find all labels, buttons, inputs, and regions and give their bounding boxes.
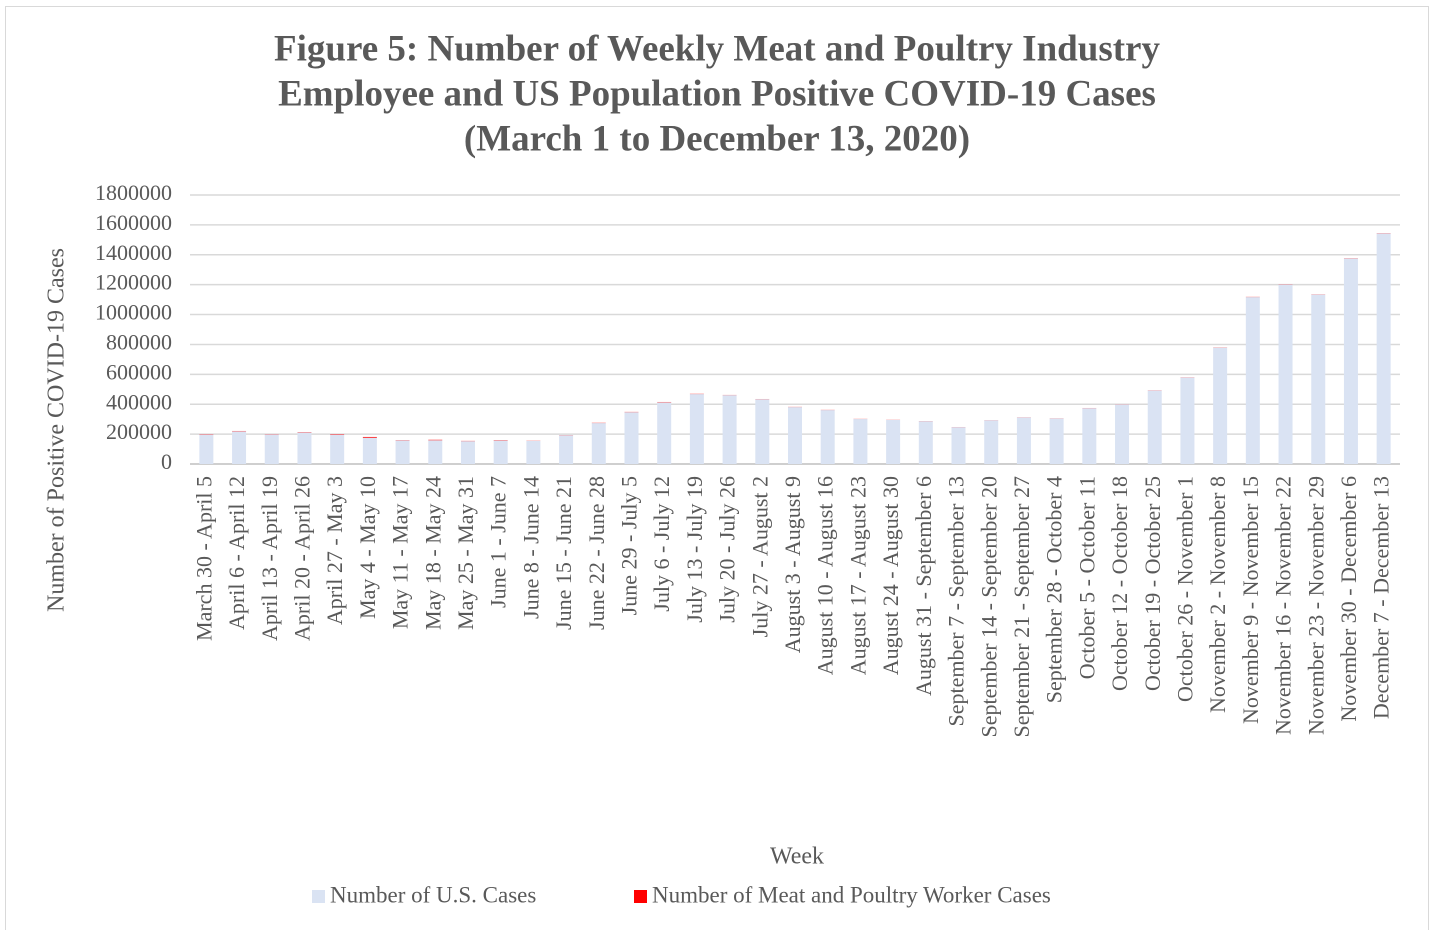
legend-label: Number of Meat and Poultry Worker Cases — [652, 882, 1051, 907]
x-tick-label: June 22 - June 28 — [584, 476, 609, 630]
bar-segment — [984, 420, 999, 464]
bar-segment — [722, 395, 737, 464]
bar-segment — [853, 419, 868, 464]
bar-segment — [1245, 297, 1260, 464]
x-tick-label: August 3 - August 9 — [780, 476, 805, 653]
x-tick-label: September 7 - September 13 — [944, 476, 969, 727]
x-tick-label: April 20 - April 26 — [290, 476, 315, 641]
x-tick-label: May 4 - May 10 — [355, 476, 380, 619]
y-tick-label: 200000 — [106, 419, 172, 444]
bar-segment — [460, 441, 475, 464]
chart-title: (March 1 to December 13, 2020) — [464, 118, 970, 159]
x-tick-label: September 28 - October 4 — [1042, 476, 1067, 703]
x-tick-label: December 7 - December 13 — [1369, 476, 1394, 719]
x-tick-label: June 1 - June 7 — [486, 476, 511, 608]
bar-segment — [1278, 284, 1293, 464]
chart-border — [5, 6, 1429, 930]
y-tick-label: 0 — [161, 449, 172, 474]
bar-segment — [689, 394, 704, 464]
bar-segment — [1376, 233, 1391, 464]
x-tick-label: August 10 - August 16 — [813, 476, 838, 675]
x-tick-label: August 17 - August 23 — [845, 476, 870, 675]
bar-segment — [1049, 418, 1064, 464]
bar-segment — [199, 434, 214, 464]
x-tick-label: November 23 - November 29 — [1303, 476, 1328, 735]
x-tick-label: October 12 - October 18 — [1107, 476, 1132, 691]
bar-segment — [559, 435, 574, 464]
bar-segment — [493, 440, 508, 464]
x-tick-label: November 30 - December 6 — [1336, 476, 1361, 722]
y-tick-label: 1000000 — [95, 300, 172, 325]
bar-segment — [330, 434, 345, 464]
x-tick-label: October 26 - November 1 — [1172, 476, 1197, 702]
bar-segment — [526, 440, 541, 464]
y-tick-label: 400000 — [106, 389, 172, 414]
x-tick-label: June 8 - June 14 — [518, 476, 543, 619]
legend-swatch — [312, 890, 325, 903]
bar-segment — [1180, 377, 1195, 464]
chart-title: Employee and US Population Positive COVI… — [278, 73, 1156, 114]
bar-segment — [1016, 417, 1031, 464]
bar-segment — [264, 434, 279, 464]
bar-segment — [1082, 408, 1097, 464]
y-axis-title: Number of Positive COVID-19 Cases — [44, 248, 70, 612]
bar-segment — [428, 440, 443, 464]
bar-segment — [362, 437, 377, 464]
bar-segment — [624, 412, 639, 464]
bar-segment — [395, 440, 410, 464]
bar-segment — [297, 432, 312, 464]
bar-segment — [1213, 347, 1228, 464]
x-tick-label: April 27 - May 3 — [322, 476, 347, 625]
legend-swatch — [634, 890, 647, 903]
x-tick-label: May 25 - May 31 — [453, 476, 478, 630]
bar-segment — [591, 423, 606, 464]
x-tick-label: May 11 - May 17 — [388, 476, 413, 629]
y-tick-label: 600000 — [106, 359, 172, 384]
x-tick-label: April 13 - April 19 — [257, 476, 282, 641]
bar-segment — [951, 427, 966, 464]
y-tick-label: 1800000 — [95, 180, 172, 205]
x-tick-label: September 21 - September 27 — [1009, 476, 1034, 738]
legend-label: Number of U.S. Cases — [330, 882, 536, 907]
bar-segment — [1115, 404, 1130, 464]
bar-segment — [1311, 294, 1326, 464]
bar-segment — [657, 402, 672, 464]
bar-segment — [1343, 258, 1358, 464]
y-tick-label: 800000 — [106, 329, 172, 354]
x-tick-label: May 18 - May 24 — [420, 476, 445, 630]
bar-segment — [886, 419, 901, 464]
x-tick-label: November 2 - November 8 — [1205, 476, 1230, 713]
x-tick-label: June 15 - June 21 — [551, 476, 576, 630]
bar-segment — [755, 399, 770, 464]
x-tick-label: August 24 - August 30 — [878, 476, 903, 675]
bar-segment — [232, 431, 247, 464]
x-tick-label: November 16 - November 22 — [1271, 476, 1296, 735]
x-tick-label: November 9 - November 15 — [1238, 476, 1263, 724]
x-tick-label: October 19 - October 25 — [1140, 476, 1165, 691]
y-tick-label: 1200000 — [95, 270, 172, 295]
x-tick-label: July 6 - July 12 — [649, 476, 674, 612]
bar-segment — [1147, 390, 1162, 464]
x-axis-title: Week — [770, 844, 824, 870]
x-tick-label: June 29 - July 5 — [617, 476, 642, 615]
y-tick-label: 1400000 — [95, 240, 172, 265]
x-tick-label: July 27 - August 2 — [747, 476, 772, 637]
x-tick-label: August 31 - September 6 — [911, 476, 936, 696]
bar-segment — [362, 436, 377, 438]
bar-segment — [820, 410, 835, 464]
x-tick-label: July 13 - July 19 — [682, 476, 707, 623]
bar-segment — [918, 421, 933, 464]
x-tick-label: April 6 - April 12 — [224, 476, 249, 630]
bar-segment — [788, 407, 802, 464]
chart-title: Figure 5: Number of Weekly Meat and Poul… — [274, 28, 1160, 69]
x-tick-label: March 30 - April 5 — [191, 476, 216, 641]
y-tick-label: 1600000 — [95, 210, 172, 235]
x-tick-label: July 20 - July 26 — [715, 476, 740, 623]
x-tick-label: September 14 - September 20 — [976, 476, 1001, 738]
x-tick-label: October 5 - October 11 — [1074, 476, 1099, 679]
